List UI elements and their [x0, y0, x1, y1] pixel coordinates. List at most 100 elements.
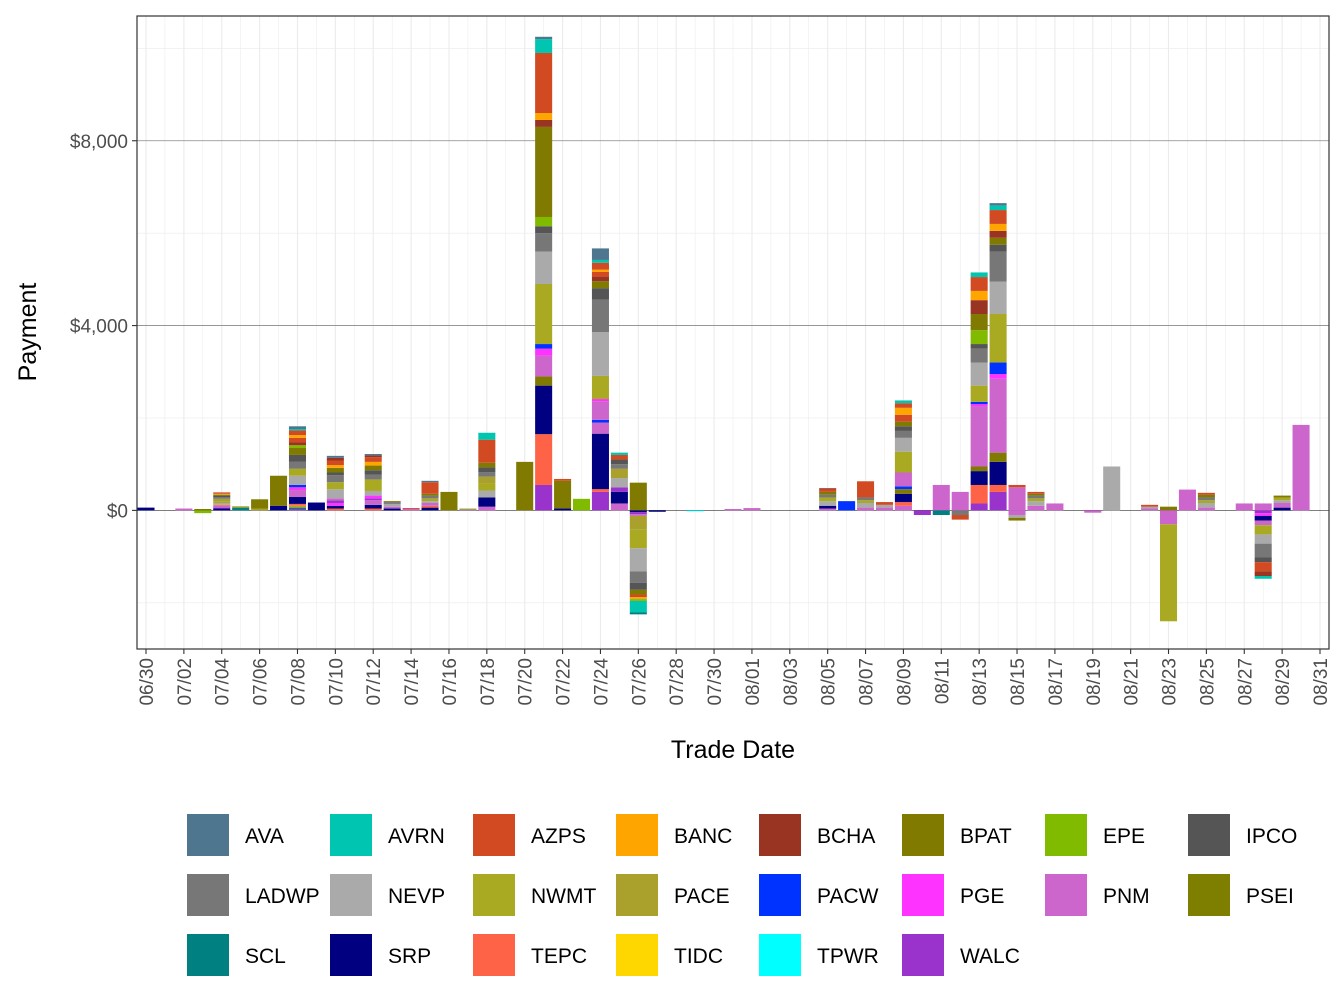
bar-segment	[251, 508, 269, 511]
bar-segment	[989, 210, 1007, 224]
bar-stack	[1159, 506, 1178, 622]
bar-segment	[1254, 515, 1272, 521]
legend-swatch	[616, 874, 658, 916]
bar-segment	[629, 597, 647, 600]
bar-segment	[951, 491, 969, 511]
bar-segment	[1254, 525, 1272, 535]
bar-segment	[288, 505, 307, 508]
bar-segment	[421, 507, 439, 511]
bar-segment	[137, 507, 155, 511]
bar-segment	[213, 501, 231, 503]
bars	[137, 36, 1310, 622]
bar-segment	[875, 502, 894, 505]
bar-segment	[819, 489, 837, 492]
bar-segment	[440, 491, 458, 511]
bar-stack	[648, 510, 666, 512]
bar-segment	[1008, 487, 1026, 511]
bar-segment	[364, 479, 382, 491]
bar-segment	[591, 276, 609, 282]
bar-segment	[629, 594, 647, 598]
bar-segment	[175, 508, 193, 511]
bar-segment	[288, 487, 307, 491]
legend-swatch	[1045, 874, 1087, 916]
bar-segment	[989, 452, 1007, 462]
bar-stack	[440, 491, 458, 511]
bar-segment	[610, 452, 628, 455]
bar-segment	[894, 505, 912, 511]
bar-segment	[591, 269, 609, 272]
bar-segment	[383, 508, 401, 511]
legend-swatch	[1188, 814, 1230, 856]
x-tick-label: 07/12	[364, 658, 385, 706]
bar-stack	[1084, 510, 1102, 513]
bar-segment	[1197, 500, 1215, 503]
bar-segment	[421, 501, 439, 503]
bar-segment	[364, 454, 382, 456]
legend-item: PSEI	[1188, 874, 1294, 916]
legend-item: BANC	[616, 814, 732, 856]
panel-border	[136, 15, 1330, 650]
x-tick-label: 08/11	[932, 658, 953, 704]
bar-segment	[970, 348, 988, 363]
bar-segment	[1141, 504, 1159, 507]
x-tick-label: 08/19	[1084, 658, 1105, 706]
bar-segment	[364, 455, 382, 458]
legend-item: TIDC	[616, 934, 723, 976]
bar-stack	[554, 478, 572, 511]
bar-segment	[989, 230, 1007, 238]
bar-segment	[591, 281, 609, 289]
bar-segment	[213, 494, 231, 496]
bar-segment	[194, 510, 212, 514]
bar-segment	[1027, 501, 1045, 506]
legend-item: AVA	[187, 814, 284, 856]
bar-segment	[819, 488, 837, 490]
bar-segment	[1027, 505, 1045, 511]
bar-segment	[1254, 571, 1272, 576]
legend-label: EPE	[1103, 825, 1145, 848]
bar-segment	[989, 281, 1007, 315]
bar-stack	[838, 501, 856, 511]
x-tick-label: 07/28	[667, 658, 688, 706]
x-axis-title: Trade Date	[671, 736, 795, 764]
bar-segment	[478, 506, 496, 511]
bar-segment	[421, 502, 439, 506]
bar-segment	[1027, 493, 1045, 496]
bar-stack	[743, 508, 761, 511]
bar-segment	[591, 288, 609, 300]
bar-segment	[326, 460, 344, 466]
bar-segment	[213, 496, 231, 499]
bar-segment	[1273, 502, 1291, 508]
bar-segment	[989, 237, 1007, 245]
bar-segment	[288, 445, 307, 449]
bar-segment	[610, 478, 628, 488]
legend-label: AZPS	[531, 825, 586, 848]
x-tick-label: 08/09	[894, 658, 915, 706]
bar-segment	[989, 374, 1007, 379]
legend-swatch	[187, 934, 229, 976]
bar-segment	[478, 432, 496, 440]
bar-segment	[894, 421, 912, 427]
bar-stack	[251, 499, 269, 511]
bar-segment	[535, 113, 553, 120]
bar-segment	[1273, 497, 1291, 501]
bar-segment	[364, 461, 382, 466]
legend-swatch	[759, 814, 801, 856]
bar-segment	[288, 426, 307, 430]
bar-segment	[421, 480, 439, 483]
bar-stack	[213, 492, 231, 511]
bar-segment	[819, 505, 837, 509]
bar-segment	[1159, 524, 1178, 622]
bar-segment	[591, 489, 609, 492]
bar-segment	[326, 489, 344, 499]
bar-segment	[1197, 502, 1215, 508]
bar-stack	[857, 481, 875, 511]
bar-segment	[970, 404, 988, 407]
legend-item: TEPC	[473, 934, 587, 976]
bar-segment	[383, 501, 401, 503]
bar-segment	[1027, 495, 1045, 499]
legend-item: SRP	[330, 934, 431, 976]
bar-segment	[591, 299, 609, 333]
x-tick-label: 08/01	[743, 658, 764, 706]
bar-segment	[326, 482, 344, 490]
bar-segment	[894, 493, 912, 503]
